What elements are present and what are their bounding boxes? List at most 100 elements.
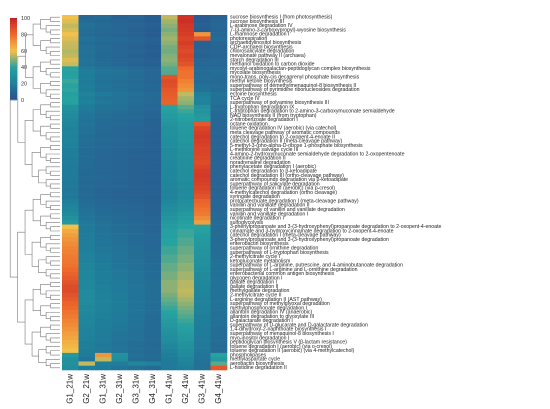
row-label: methylaspartate cycle xyxy=(230,357,280,363)
heatmap-cell xyxy=(144,62,162,67)
heatmap-cell xyxy=(194,310,211,315)
heatmap-cell xyxy=(210,109,228,114)
row-label: 2-methylcitrate cycle I xyxy=(230,254,280,260)
heatmap-cell xyxy=(144,15,162,20)
heatmap-cell xyxy=(111,143,129,148)
heatmap-cell xyxy=(128,143,145,148)
heatmap-cell xyxy=(210,164,228,170)
heatmap-cell xyxy=(210,117,228,123)
heatmap-cell xyxy=(210,198,228,204)
heatmap-cell xyxy=(78,19,96,24)
heatmap-cell xyxy=(78,327,96,332)
heatmap-cell xyxy=(62,130,79,136)
heatmap-cell xyxy=(78,160,96,165)
heatmap-cell xyxy=(111,327,129,332)
heatmap-cell xyxy=(78,297,96,302)
heatmap-cell xyxy=(177,40,195,46)
colorbar-swatch xyxy=(10,20,17,23)
heatmap-cell xyxy=(210,271,228,277)
heatmap-cell xyxy=(95,134,112,140)
colorbar-swatch xyxy=(10,87,17,91)
heatmap-cell xyxy=(78,100,96,106)
heatmap-cell xyxy=(177,164,195,170)
heatmap-cell xyxy=(78,83,96,89)
dendrogram-branch xyxy=(45,25,60,33)
colorbar-swatch xyxy=(10,91,17,95)
dendrogram-branch xyxy=(50,260,60,266)
heatmap-cell xyxy=(111,288,129,294)
dendrogram-branch xyxy=(40,147,51,158)
heatmap-cell xyxy=(161,203,178,208)
heatmap-cell xyxy=(177,91,195,97)
dendrogram-branch xyxy=(17,55,26,143)
heatmap-cell xyxy=(78,352,96,358)
heatmap-cell xyxy=(161,27,178,33)
heatmap-cell xyxy=(194,74,211,80)
row-label: L-arabinose degradation IV xyxy=(230,23,293,29)
heatmap-cell xyxy=(194,357,211,362)
heatmap-cell xyxy=(161,297,178,302)
heatmap-cell xyxy=(210,220,228,225)
dendrogram-branch xyxy=(40,237,51,248)
heatmap-cell xyxy=(111,96,129,101)
heatmap-cell xyxy=(194,340,211,345)
heatmap-cell xyxy=(161,40,178,46)
row-label: 1,4-dihydroxy-2-naphthoate biosynthesis … xyxy=(230,327,326,333)
dendrogram-branch xyxy=(50,350,60,356)
heatmap-cell xyxy=(194,271,211,277)
heatmap-cell xyxy=(194,96,211,101)
heatmap-cell xyxy=(128,361,145,367)
heatmap-cell xyxy=(95,293,112,298)
colorbar-swatch xyxy=(10,50,17,54)
heatmap-cell xyxy=(194,168,211,174)
heatmap-cell xyxy=(177,361,195,367)
dendrogram-branch xyxy=(38,169,47,184)
heatmap-cell xyxy=(161,62,178,67)
heatmap-cell xyxy=(128,70,145,76)
row-labels: sucrose biosynthesis I (from photosynthe… xyxy=(230,15,442,372)
heatmap-cell xyxy=(194,245,211,251)
column-labels: G1_21w G2_21w G1_31w G2_31w G3_31w G4_31w G1_4… xyxy=(65,374,223,404)
heatmap-cell xyxy=(111,365,129,371)
heatmap-cell xyxy=(95,220,112,225)
heatmap-cell xyxy=(161,361,178,367)
dendrogram-branch xyxy=(50,145,60,151)
heatmap-cell xyxy=(62,49,79,54)
heatmap-cell xyxy=(128,340,145,345)
heatmap-cell xyxy=(95,57,112,63)
heatmap-cell xyxy=(128,168,145,174)
dendrogram-branch xyxy=(50,324,60,330)
heatmap-cell xyxy=(144,263,162,268)
heatmap-cell xyxy=(194,66,211,71)
heatmap-cell xyxy=(95,147,112,153)
colorbar-tick-label: 20 xyxy=(21,82,27,88)
heatmap-cell xyxy=(161,352,178,358)
heatmap-cell xyxy=(161,344,178,349)
heatmap-cell xyxy=(210,327,228,332)
row-label: 5-methyl-3-(pho-alpha-D-ribose 1-phospha… xyxy=(230,143,363,149)
heatmap-cell xyxy=(95,100,112,106)
heatmap-cell xyxy=(78,27,96,33)
heatmap-cell xyxy=(95,224,112,230)
heatmap-cell xyxy=(194,258,211,264)
heatmap-cell xyxy=(78,216,96,221)
heatmap-cell xyxy=(111,263,129,268)
heatmap-cell xyxy=(128,237,145,242)
dendrogram-branch xyxy=(50,316,60,322)
heatmap-cell xyxy=(177,284,195,290)
heatmap-cell xyxy=(78,134,96,140)
dendrogram-branch xyxy=(32,288,41,311)
heatmap-cell xyxy=(62,340,79,345)
column-label: G4_31w xyxy=(148,374,157,404)
dendrogram-branch xyxy=(50,170,60,176)
heatmap-cell xyxy=(210,284,228,290)
heatmap-cell xyxy=(177,331,195,337)
heatmap-cell xyxy=(62,113,79,118)
heatmap-cell xyxy=(62,121,79,127)
heatmap-cell xyxy=(95,344,112,349)
dendrogram-branch xyxy=(50,303,60,309)
heatmap-cell xyxy=(177,104,195,110)
heatmap-cell xyxy=(161,314,178,319)
heatmap-cell xyxy=(161,271,178,277)
row-label: octane oxidation xyxy=(230,121,268,127)
